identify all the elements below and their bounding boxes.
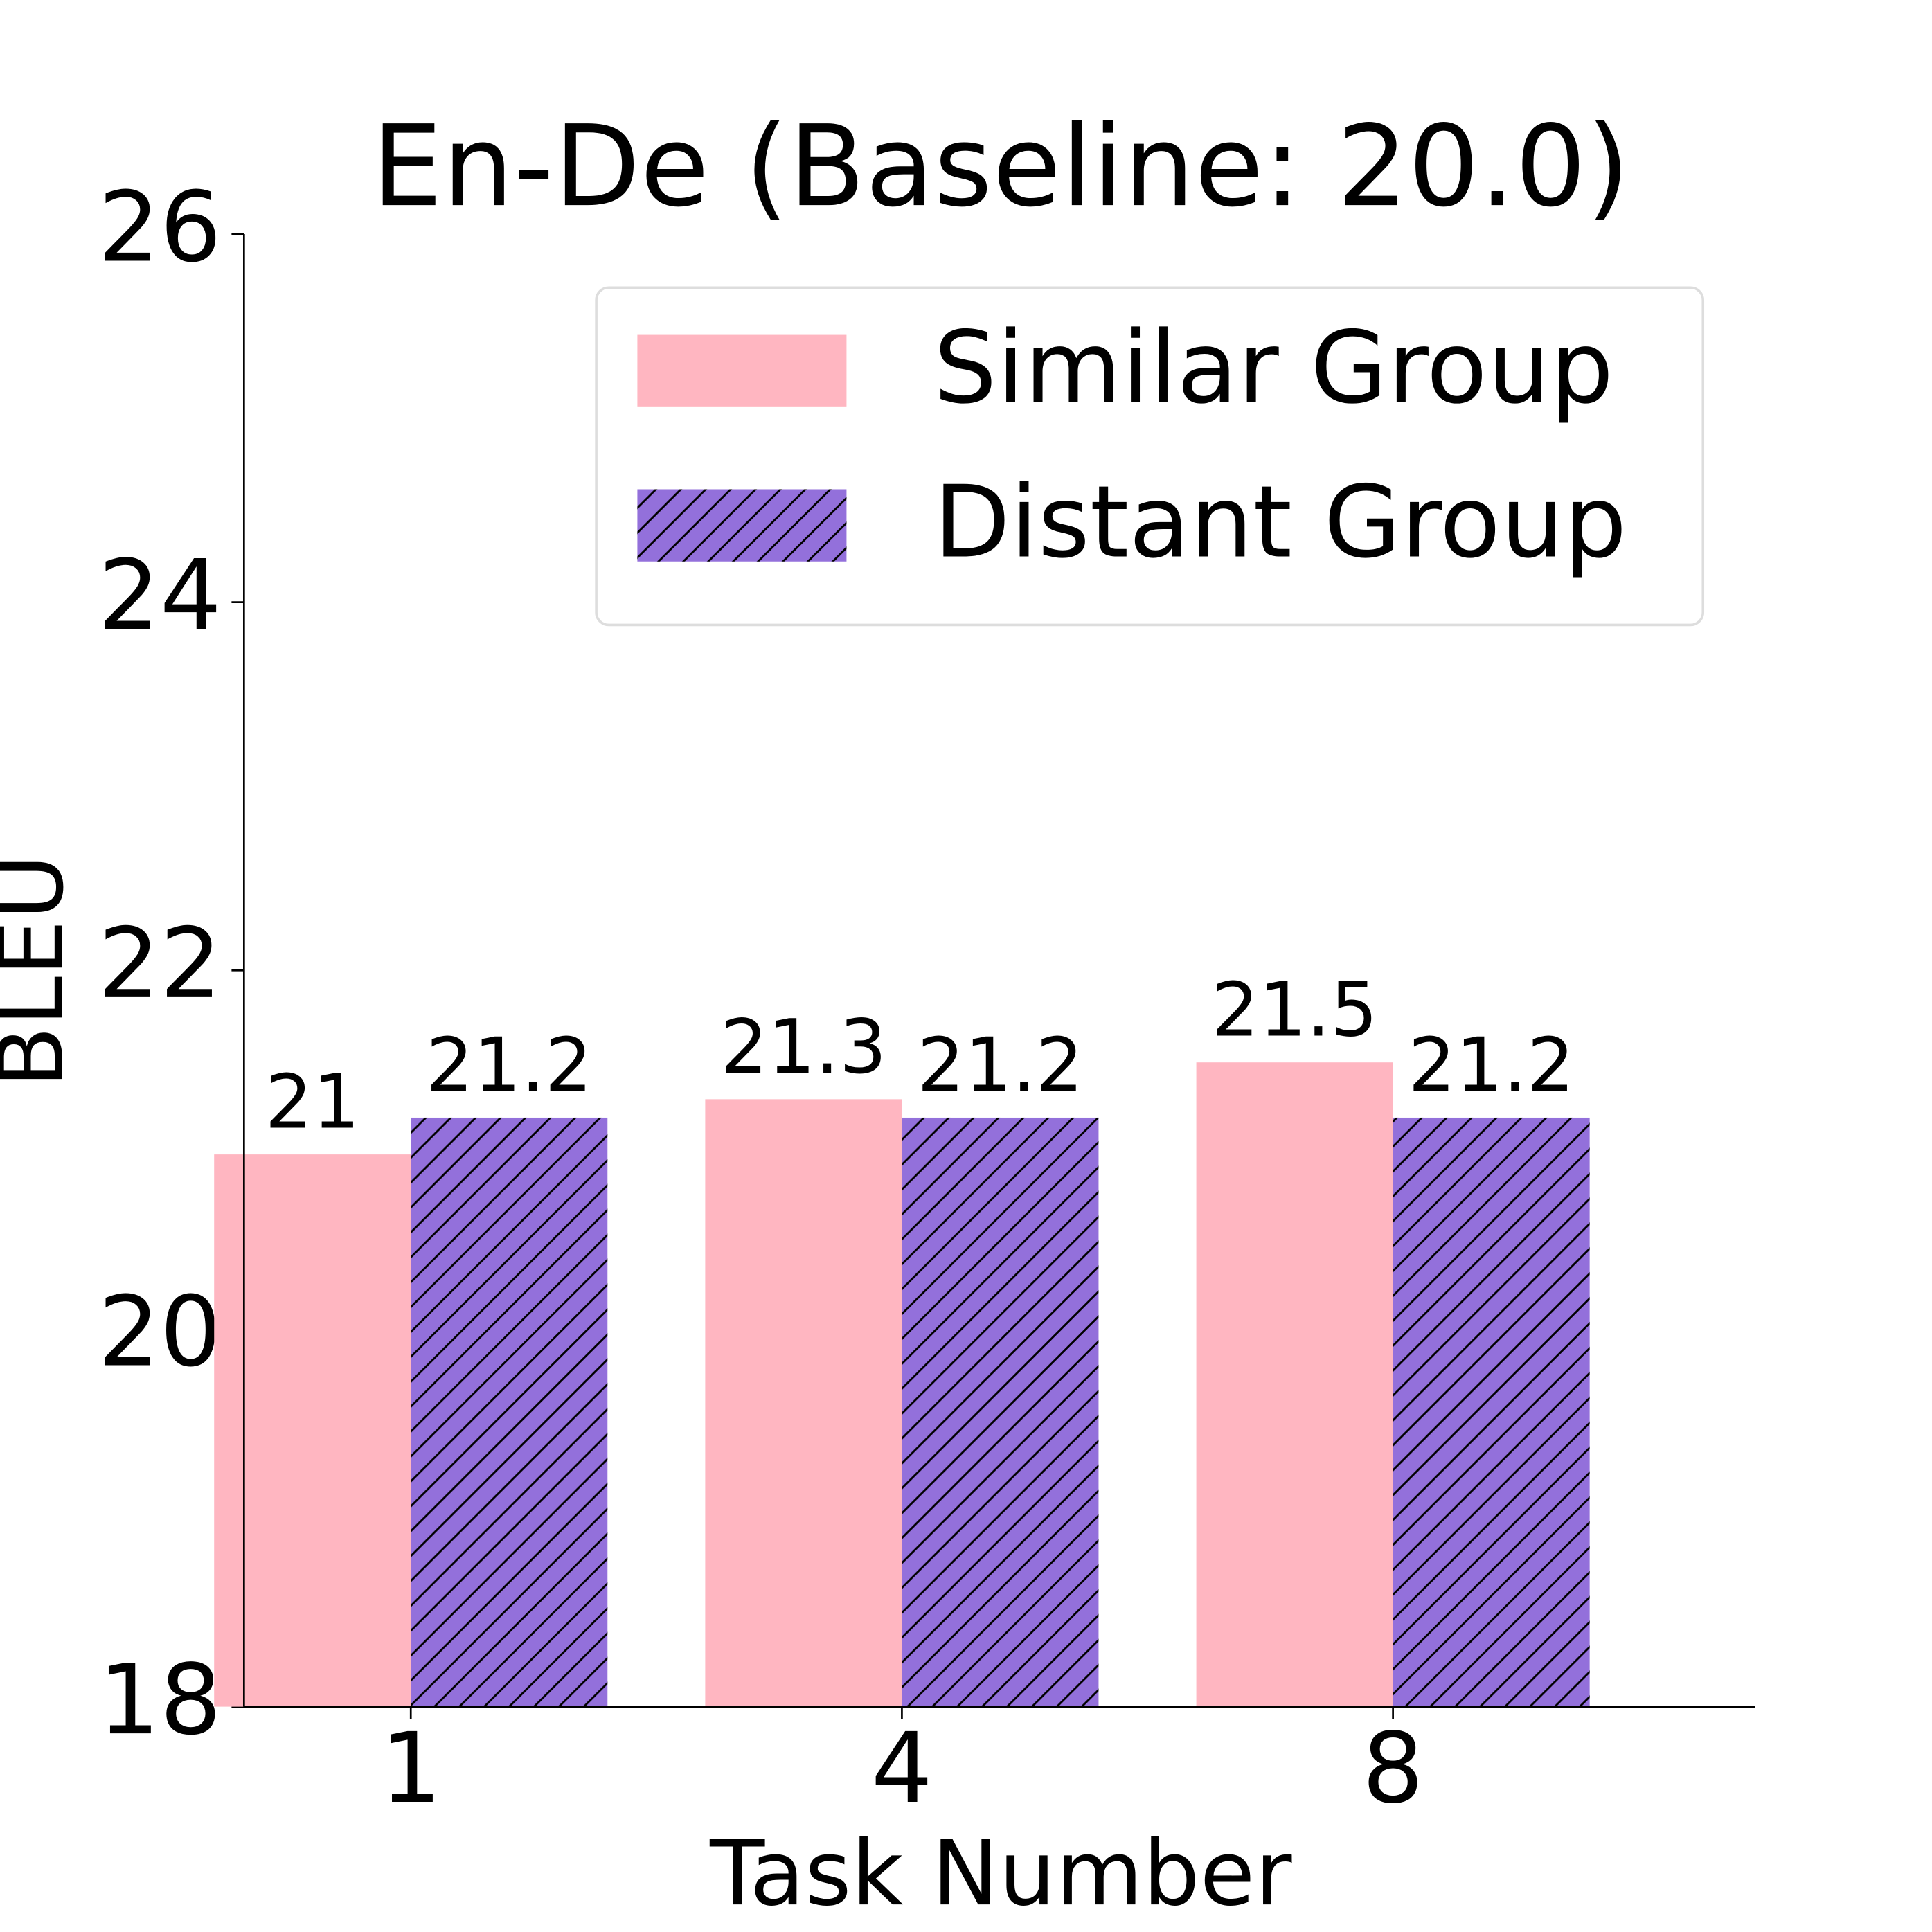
y-tick-label: 26 [98,172,222,285]
y-tick-label: 22 [98,908,222,1021]
y-tick-label: 24 [98,539,222,652]
bar-hatch [411,1117,608,1707]
value-label: 21.2 [1408,1022,1575,1109]
legend-label: Similar Group [933,310,1613,426]
x-axis-label: Task Number [709,1821,1292,1926]
bar [214,1154,411,1707]
bar [705,1099,902,1707]
value-label: 21.2 [917,1022,1083,1109]
y-tick-label: 18 [98,1644,222,1757]
value-label: 21.2 [426,1022,592,1109]
x-tick-label: 8 [1362,1712,1424,1825]
value-label: 21.3 [720,1004,886,1091]
x-tick-label: 1 [380,1712,442,1825]
bar [1196,1062,1393,1707]
legend-swatch [637,334,847,407]
value-label: 21.5 [1212,967,1378,1054]
legend-box [595,286,1705,627]
bar-hatch [902,1117,1099,1707]
y-axis-label: BLEU [0,854,84,1087]
bar-hatch [1393,1117,1590,1707]
value-label: 21 [265,1059,360,1146]
x-tick-label: 4 [871,1712,933,1825]
legend-swatch-hatch [637,489,847,562]
legend-label: Distant Group [933,465,1627,580]
chart-title: En-De (Baseline: 20.0) [372,102,1630,232]
y-tick-label: 20 [98,1276,222,1389]
